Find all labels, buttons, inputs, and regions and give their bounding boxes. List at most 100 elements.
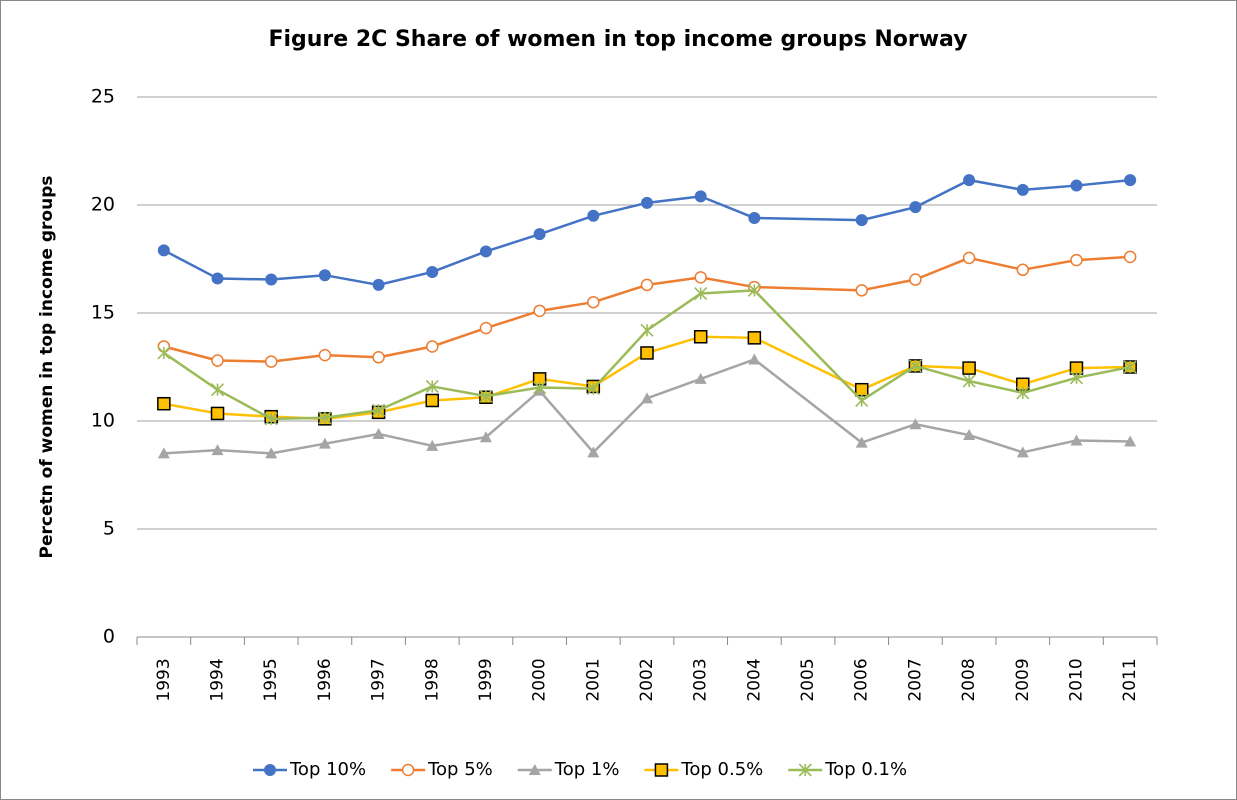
point [426,265,439,278]
line-segment [914,179,970,209]
line-segment [592,329,648,390]
point [1123,250,1137,264]
point [210,406,225,421]
point [533,304,546,318]
line-segment [378,385,433,412]
point [586,382,600,396]
point [1016,263,1030,277]
point [528,764,541,775]
line-segment [700,195,755,220]
line-segment [217,359,272,363]
point [694,271,707,284]
point [1016,183,1029,196]
point [909,418,922,430]
line-segment [914,256,970,281]
point [694,286,708,301]
y-tick-label: 25 [91,86,115,108]
line-segment [915,364,970,370]
x-tick-label: 2008 [959,658,979,701]
line-segment [539,214,594,236]
point [401,763,415,777]
point [372,278,385,291]
line-segment [646,335,702,355]
point [372,403,386,417]
point [693,330,708,344]
point [1016,386,1030,400]
line-segment [1022,439,1077,454]
x-tick-label: 1995 [261,658,281,701]
line-segment [1076,178,1131,187]
line-segment [861,205,916,222]
line-segment [592,397,648,454]
line-segment [324,408,379,419]
line-segment [163,345,218,362]
point [908,359,922,373]
point [587,295,600,309]
line-segment [163,249,219,280]
line-segment [700,335,755,340]
point [747,331,762,345]
line-segment [539,300,594,313]
point [157,244,170,257]
x-tick-label: 2005 [798,658,818,701]
x-tick-label: 2011 [1120,658,1140,701]
line-segment [431,250,487,274]
line-segment [217,412,272,418]
line-segment [432,385,487,398]
line-segment [432,435,487,448]
point [426,340,439,353]
line-segment [700,289,755,295]
line-segment [861,423,916,444]
point [211,444,224,456]
x-tick-label: 2006 [852,658,872,701]
point [694,190,707,203]
line-segment [271,273,325,281]
point [1070,179,1083,192]
line-segment [646,377,702,400]
point [962,374,976,388]
point [963,429,976,441]
point [157,447,170,459]
point [533,380,547,395]
point [909,201,922,214]
line-segment [324,353,379,359]
point [855,214,868,227]
point [747,283,761,297]
line-segment [485,232,541,253]
x-tick-label: 2000 [530,658,550,701]
point [962,251,976,265]
point [157,346,171,360]
line-segment [646,292,702,332]
point [641,392,653,404]
line-segment [700,358,755,381]
x-tick-label: 2004 [744,658,764,701]
line-segment [539,386,594,390]
x-tick-label: 2010 [1066,658,1086,701]
point [855,284,868,297]
legend-label: Top 0.5% [680,759,763,780]
x-tick-label: 1998 [422,658,442,701]
x-tick-label: 2001 [583,658,603,701]
point [479,321,493,335]
point [855,393,869,408]
y-tick-label: 0 [103,626,115,648]
y-tick-label: 5 [103,518,115,540]
x-tick-label: 1999 [476,658,496,701]
line-segment [861,364,916,391]
point [640,346,654,360]
point [211,354,224,367]
point [318,411,332,425]
point [587,209,600,222]
line-segment [378,345,433,359]
x-tick-label: 2002 [637,658,657,701]
line-segment [485,389,541,439]
point [1070,253,1083,267]
point [640,323,654,337]
x-tick-label: 1993 [154,658,174,701]
point [694,372,707,384]
legend-label: Top 0.1% [824,759,907,780]
point [425,379,439,394]
line-segment [1076,439,1131,443]
